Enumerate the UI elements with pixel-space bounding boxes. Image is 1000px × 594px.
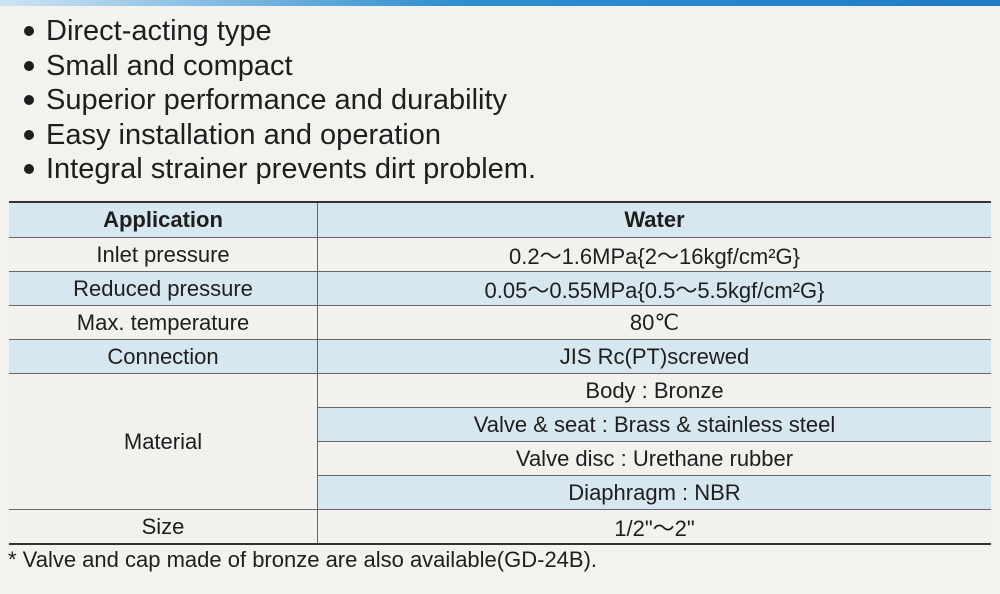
table-header-row: Application Water xyxy=(9,202,991,238)
row-value: 0.2〜1.6MPa{2〜16kgf/cm²G} xyxy=(317,237,991,272)
table-row: Material Body : Bronze xyxy=(9,373,991,510)
row-value: 0.05〜0.55MPa{0.5〜5.5kgf/cm²G} xyxy=(317,271,991,306)
table-row: Inlet pressure 0.2〜1.6MPa{2〜16kgf/cm²G} xyxy=(9,237,991,272)
row-value: 80℃ xyxy=(317,305,991,340)
material-label: Material xyxy=(9,373,318,510)
table-row: Diaphragm : NBR xyxy=(9,475,991,510)
top-accent-bar xyxy=(0,0,1000,6)
bullet-icon xyxy=(24,164,34,175)
row-label: Inlet pressure xyxy=(9,237,318,272)
bullet-icon xyxy=(24,95,34,106)
header-value: Water xyxy=(317,202,991,238)
feature-item: Small and compact xyxy=(18,49,536,84)
bullet-icon xyxy=(24,129,34,140)
material-value: Diaphragm : NBR xyxy=(317,475,991,510)
row-label: Reduced pressure xyxy=(9,271,318,306)
feature-item: Direct-acting type xyxy=(18,14,536,49)
table-row: Size 1/2"〜2" xyxy=(9,509,991,545)
table-row: Reduced pressure 0.05〜0.55MPa{0.5〜5.5kgf… xyxy=(9,271,991,306)
bullet-icon xyxy=(24,26,34,37)
material-value: Body : Bronze xyxy=(317,373,991,408)
feature-item: Easy installation and operation xyxy=(18,118,536,153)
feature-item: Superior performance and durability xyxy=(18,83,536,118)
header-label: Application xyxy=(9,202,318,238)
specification-table: Application Water Inlet pressure 0.2〜1.6… xyxy=(9,201,991,545)
row-label: Size xyxy=(9,509,318,545)
row-label: Connection xyxy=(9,339,318,374)
bullet-icon xyxy=(24,60,34,71)
row-value: JIS Rc(PT)screwed xyxy=(317,339,991,374)
feature-list: Direct-acting type Small and compact Sup… xyxy=(18,14,536,187)
row-value: 1/2"〜2" xyxy=(317,509,991,545)
row-label: Max. temperature xyxy=(9,305,318,340)
table-row: Max. temperature 80℃ xyxy=(9,305,991,340)
material-value: Valve & seat : Brass & stainless steel xyxy=(317,407,991,442)
table-row: Valve disc : Urethane rubber xyxy=(9,441,991,476)
table-row: Connection JIS Rc(PT)screwed xyxy=(9,339,991,374)
table-row: Valve & seat : Brass & stainless steel xyxy=(9,407,991,442)
feature-item: Integral strainer prevents dirt problem. xyxy=(18,152,536,187)
material-value: Valve disc : Urethane rubber xyxy=(317,441,991,476)
footnote: * Valve and cap made of bronze are also … xyxy=(8,547,598,572)
